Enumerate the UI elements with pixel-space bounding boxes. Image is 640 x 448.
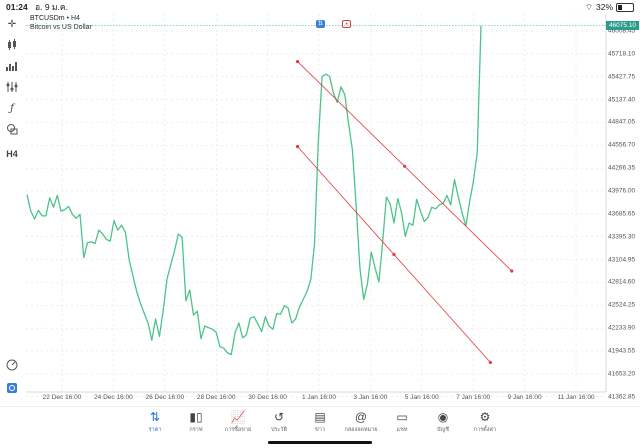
- refresh-icon[interactable]: [4, 380, 20, 396]
- nav-item-chat[interactable]: ▭ แชท: [380, 409, 424, 434]
- price-tick-label: 43104.95: [608, 256, 636, 264]
- symbol-name: BTCUSDm: [30, 15, 65, 22]
- price-tick-label: 44266.35: [608, 164, 636, 172]
- trendline-2-end-handle: [488, 360, 492, 364]
- trendline-2-start-handle: [295, 145, 300, 149]
- candles-icon[interactable]: [4, 37, 20, 53]
- crosshair-icon[interactable]: ✛: [7, 18, 17, 30]
- price-line-series: [26, 25, 482, 356]
- wifi-icon: ⌔: [584, 2, 593, 12]
- status-date: อ. 9 ม.ค.: [35, 2, 68, 12]
- symbol-timeframe: H4: [70, 15, 80, 22]
- nav-item-label: กราฟ: [189, 427, 203, 433]
- price-tick-label: 43685.65: [608, 210, 636, 218]
- price-tick-label: 43395.30: [608, 233, 636, 241]
- trendline-2-mid-handle: [392, 252, 396, 257]
- battery-percent: 32%: [595, 2, 613, 12]
- price-tick-label: 41943.55: [608, 347, 636, 355]
- nav-item-label: การซื้อขาย: [224, 427, 252, 433]
- price-tick-label: 45427.75: [608, 73, 636, 81]
- trendline-1-mid-handle: [403, 164, 407, 168]
- nav-item-trade[interactable]: 📈 การซื้อขาย: [216, 409, 260, 434]
- symbol-description: Bitcoin vs US Dollar: [30, 24, 92, 31]
- time-tick-label: 11 Jan 16:00: [557, 394, 595, 401]
- nav-item-mailbox[interactable]: @ กล่องจดหมาย: [339, 409, 383, 434]
- home-indicator: [268, 441, 372, 444]
- time-axis: 22 Dec 16:00 24 Dec 16:00 26 Dec 16:00 28 D…: [26, 392, 606, 404]
- history-icon: ↺: [273, 410, 285, 424]
- nav-item-account[interactable]: ◉ บัญชี: [421, 409, 465, 434]
- nav-item-label: ราคา: [148, 427, 162, 433]
- function-icon[interactable]: ƒ: [10, 102, 14, 114]
- time-tick-label: 26 Dec 16:00: [145, 394, 185, 401]
- news-icon: ▤: [314, 410, 326, 424]
- status-bar: 01:24 อ. 9 ม.ค. ⌔ 32%: [0, 0, 640, 14]
- battery-indicator: ⌔ 32%: [585, 0, 634, 14]
- price-tick-label: 44847.05: [608, 118, 636, 126]
- time-tick-label: 1 Jan 16:00: [302, 394, 336, 401]
- settings-icon: ⚙: [479, 410, 491, 424]
- price-tick-label: 42233.90: [608, 324, 636, 332]
- left-toolbar: ✛ ƒ H4: [0, 14, 24, 406]
- price-tick-label: 41653.20: [608, 370, 636, 378]
- nav-item-settings[interactable]: ⚙ การตั้งค่า: [463, 409, 507, 434]
- nav-item-label: ข่าว: [315, 427, 325, 433]
- battery-icon: [616, 2, 634, 12]
- symbol-info: BTCUSDm • H4 Bitcoin vs US Dollar: [30, 15, 92, 31]
- alert-icon[interactable]: •: [342, 20, 351, 28]
- nav-item-label: แชท: [396, 427, 408, 433]
- indicators-icon[interactable]: [4, 58, 20, 74]
- speed-icon[interactable]: [4, 357, 20, 373]
- price-tick-label: 42524.25: [608, 301, 636, 309]
- time-tick-label: 24 Dec 16:00: [94, 394, 133, 401]
- time-tick-label: 30 Dec 16:00: [248, 394, 287, 401]
- time-tick-label: 5 Jan 16:00: [404, 394, 439, 401]
- time-tick-label: 9 Jan 16:00: [507, 394, 542, 401]
- current-price-tag: 46075.10: [606, 21, 639, 30]
- price-tick-label: 46008.45: [608, 27, 636, 35]
- status-time: 01:24: [6, 2, 28, 12]
- buy-sell-toggle-icon[interactable]: ⇅: [316, 20, 325, 28]
- price-tick-label: 45137.40: [608, 96, 636, 104]
- nav-item-label: ประวัติ: [270, 427, 288, 433]
- nav-item-chart[interactable]: ▮▯ กราฟ: [174, 409, 218, 434]
- trade-icon: 📈: [230, 410, 246, 424]
- nav-item-label: บัญชี: [437, 427, 449, 433]
- price-tick-label: 41362.85: [608, 393, 636, 401]
- time-tick-label: 22 Dec 16:00: [42, 394, 82, 401]
- trendline-1-start-handle: [295, 59, 300, 64]
- chart-icon: ▮▯: [189, 410, 203, 424]
- mailbox-icon: @: [354, 410, 368, 424]
- nav-item-news[interactable]: ▤ ข่าว: [298, 409, 342, 434]
- time-tick-label: 3 Jan 16:00: [353, 394, 388, 401]
- bottom-navigation: ⇅ ราคา ▮▯ กราฟ 📈 การซื้อขาย ↺ ประวัติ ▤ ข่าว @ กล่อ…: [0, 406, 640, 448]
- timeframe-button[interactable]: H4: [6, 149, 18, 159]
- price-tick-label: 45718.10: [608, 50, 636, 58]
- objects-icon[interactable]: [4, 79, 20, 95]
- time-tick-label: 28 Dec 16:00: [196, 394, 236, 401]
- price-tick-label: 42814.60: [608, 278, 636, 286]
- nav-item-label: กล่องจดหมาย: [344, 427, 378, 433]
- price-tick-label: 44556.70: [608, 141, 636, 149]
- price-axis: 46008.45 45718.10 45427.75 45137.40 44847.05…: [606, 14, 640, 401]
- nav-item-history[interactable]: ↺ ประวัติ: [257, 409, 301, 434]
- account-icon: ◉: [437, 410, 449, 424]
- shapes-icon[interactable]: [4, 121, 20, 137]
- quotes-icon: ⇅: [149, 410, 161, 424]
- nav-item-quotes[interactable]: ⇅ ราคา: [133, 409, 177, 434]
- trendline-1-end-handle: [510, 269, 514, 273]
- price-tick-label: 43976.00: [608, 187, 636, 195]
- nav-item-label: การตั้งค่า: [473, 427, 497, 433]
- time-tick-label: 7 Jan 16:00: [456, 394, 491, 401]
- chat-icon: ▭: [396, 410, 408, 424]
